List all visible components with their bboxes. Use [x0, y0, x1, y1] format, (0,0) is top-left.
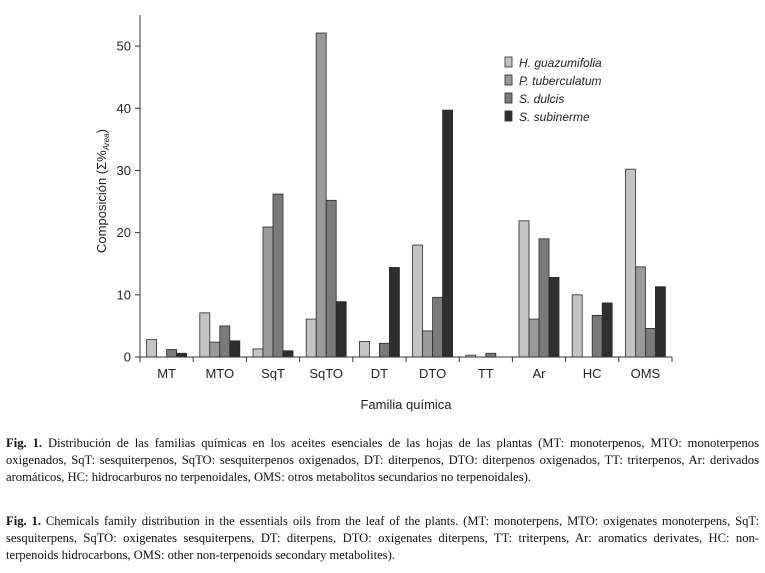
x-tick-label: MTO — [205, 366, 234, 381]
caption-english: Fig. 1. Chemicals family distribution in… — [6, 513, 759, 563]
bar-TT-3 — [485, 352, 497, 358]
bar-DTO-2 — [422, 330, 434, 358]
legend: H. guazumifolia P. tuberculatum S. dulcis S… — [504, 56, 602, 124]
legend-swatch — [504, 110, 513, 122]
legend-swatch — [504, 92, 513, 104]
bar-DT-3 — [378, 342, 390, 358]
caption-english-text: Chemicals family distribution in the ess… — [6, 514, 759, 562]
bar-SqT-2 — [262, 226, 274, 358]
bar-SqTO-1 — [305, 318, 317, 358]
y-tick-label: 40 — [117, 101, 131, 116]
bar-MTO-3 — [219, 325, 231, 358]
x-tick-label: OMS — [631, 366, 661, 381]
y-axis-title-main: Composición (Σ% — [94, 150, 109, 253]
bar-OMS-4 — [655, 286, 666, 358]
bar-DTO-4 — [442, 109, 454, 358]
bar-Ar-4 — [548, 277, 560, 358]
x-tick-label: MT — [157, 366, 176, 381]
bar-MT-4 — [176, 352, 188, 358]
x-tick-label: Ar — [533, 366, 547, 381]
caption-spanish-label: Fig. 1. — [6, 436, 43, 450]
bar-SqTO-3 — [325, 199, 337, 358]
bar-MTO-1 — [199, 312, 211, 358]
bar-OMS-1 — [625, 168, 636, 358]
bar-OMS-2 — [635, 266, 646, 358]
bar-HC-1 — [571, 294, 583, 358]
x-tick-label: TT — [478, 366, 494, 381]
bar-SqT-3 — [272, 193, 284, 358]
legend-label: H. guazumifolia — [519, 56, 602, 70]
y-tick-label: 0 — [124, 350, 131, 365]
bars — [146, 32, 666, 358]
y-tick-label: 20 — [117, 225, 131, 240]
y-axis-ticks: 0 10 20 30 40 50 — [117, 39, 140, 365]
bar-MT-3 — [166, 349, 178, 358]
bar-SqTO-4 — [335, 301, 347, 358]
legend-swatch — [504, 74, 513, 86]
bar-HC-3 — [591, 314, 603, 358]
x-tick-label: HC — [583, 366, 602, 381]
bar-DTO-3 — [432, 296, 444, 358]
legend-swatch — [504, 56, 513, 68]
y-tick-label: 50 — [117, 39, 131, 54]
bar-DT-4 — [388, 267, 400, 358]
bar-Ar-3 — [538, 238, 550, 358]
bar-DT-1 — [358, 341, 370, 358]
bar-SqT-1 — [252, 348, 264, 358]
x-tick-label: SqT — [261, 366, 285, 381]
bar-MTO-4 — [229, 340, 241, 358]
y-axis-title-end: ) — [94, 129, 109, 133]
y-axis-title: Composición (Σ%Area) — [94, 129, 111, 253]
y-tick-label: 30 — [117, 163, 131, 178]
y-axis-title-sub: Area — [102, 133, 111, 151]
bar-MTO-2 — [209, 341, 221, 358]
legend-label: P. tuberculatum — [519, 74, 602, 88]
x-tick-label: DT — [371, 366, 388, 381]
x-tick-label: SqTO — [309, 366, 343, 381]
x-axis-ticks: MT MTO SqT SqTO DT DTO TT Ar HC OMS — [139, 357, 673, 381]
x-axis-title: Familia química — [360, 397, 452, 412]
bar-OMS-3 — [645, 327, 656, 358]
caption-spanish-text: Distribución de las familias químicas en… — [6, 436, 760, 484]
caption-spanish: Fig. 1. Distribución de las familias quí… — [6, 435, 759, 485]
bar-SqT-4 — [282, 350, 294, 358]
bar-chart: 0 10 20 30 40 50 MT MTO SqT SqTO DT DTO TT Ar HC OMS F… — [94, 15, 673, 412]
bar-MT-1 — [146, 339, 158, 358]
bar-SqTO-2 — [315, 32, 327, 358]
legend-label: S. subinerme — [519, 110, 590, 124]
bar-Ar-2 — [528, 318, 540, 358]
bar-Ar-1 — [518, 220, 530, 358]
caption-english-label: Fig. 1. — [6, 514, 41, 528]
x-tick-label: DTO — [419, 366, 446, 381]
bar-HC-4 — [601, 302, 613, 358]
y-tick-label: 10 — [117, 287, 131, 302]
legend-label: S. dulcis — [519, 92, 564, 106]
bar-DTO-1 — [412, 244, 424, 358]
